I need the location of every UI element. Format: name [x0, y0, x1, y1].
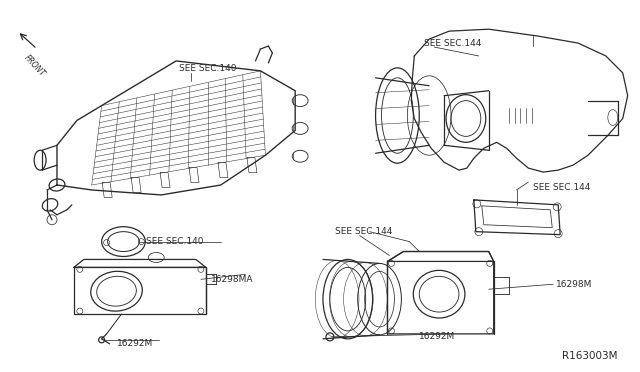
- Text: 16292M: 16292M: [116, 339, 153, 348]
- Text: SEE SEC.144: SEE SEC.144: [533, 183, 591, 192]
- Text: FRONT: FRONT: [22, 53, 46, 78]
- Text: SEE SEC.140: SEE SEC.140: [147, 237, 204, 246]
- Text: SEE SEC.144: SEE SEC.144: [424, 39, 481, 48]
- Text: 16292M: 16292M: [419, 332, 456, 341]
- Text: SEE SEC.140: SEE SEC.140: [179, 64, 237, 73]
- Text: 16298M: 16298M: [556, 280, 593, 289]
- Text: 16298MA: 16298MA: [211, 275, 253, 284]
- Text: R163003M: R163003M: [563, 351, 618, 361]
- Text: SEE SEC.144: SEE SEC.144: [335, 227, 392, 236]
